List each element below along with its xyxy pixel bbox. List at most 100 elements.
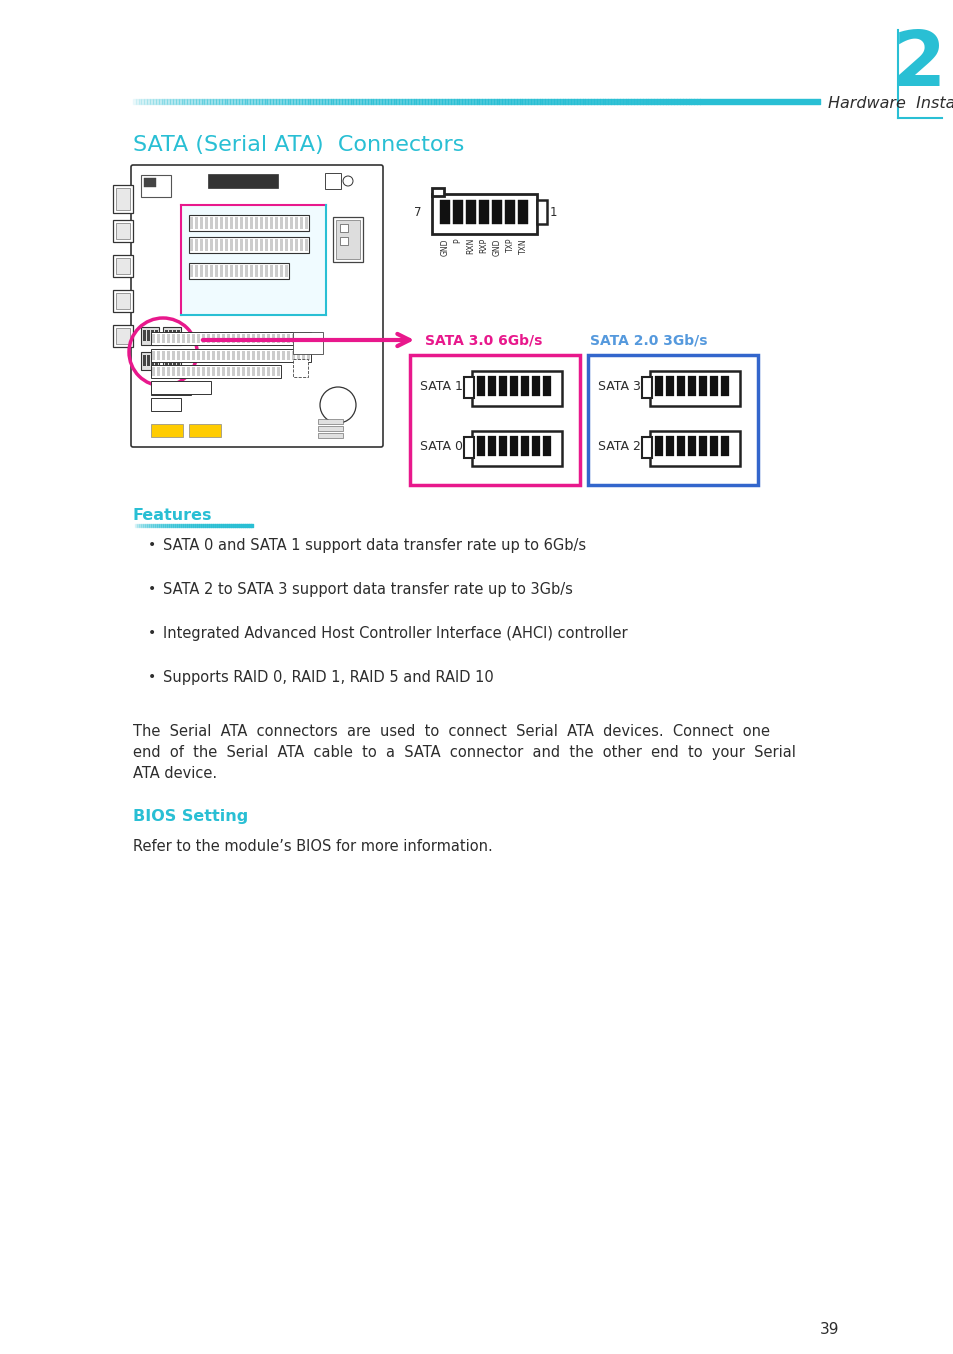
Bar [432, 194, 537, 234]
Bar [245, 217, 248, 229]
Text: Hardware  Installation: Hardware Installation [827, 96, 953, 111]
Bar [463, 437, 474, 458]
Bar [265, 217, 268, 229]
Bar [272, 334, 274, 343]
Bar [317, 418, 343, 424]
Bar [267, 351, 270, 360]
Bar [165, 330, 168, 341]
Bar [242, 367, 245, 376]
Bar [720, 376, 728, 395]
Bar [687, 436, 696, 456]
Bar [476, 376, 484, 395]
Bar [232, 367, 234, 376]
Bar [157, 385, 160, 393]
Bar [290, 217, 293, 229]
Text: The  Serial  ATA  connectors  are  used  to  connect  Serial  ATA  devices.  Con: The Serial ATA connectors are used to co… [132, 724, 769, 739]
Bar [210, 265, 213, 278]
Bar [709, 436, 718, 456]
Text: Supports RAID 0, RAID 1, RAID 5 and RAID 10: Supports RAID 0, RAID 1, RAID 5 and RAID… [163, 670, 494, 685]
Bar [270, 217, 273, 229]
Bar [262, 367, 265, 376]
Bar [254, 265, 257, 278]
Bar [172, 385, 174, 393]
Bar [242, 334, 245, 343]
Bar [169, 355, 172, 366]
Bar [270, 240, 273, 250]
Bar [194, 265, 198, 278]
Bar [252, 367, 254, 376]
Bar [410, 355, 579, 485]
Bar [112, 255, 132, 278]
Bar [112, 219, 132, 242]
Text: RXN: RXN [466, 238, 475, 255]
Bar [194, 240, 198, 250]
Bar [214, 217, 218, 229]
Bar [720, 436, 728, 456]
Bar [265, 265, 268, 278]
Bar [151, 355, 153, 366]
Text: SATA 2: SATA 2 [598, 440, 640, 454]
Bar [299, 217, 303, 229]
Bar [302, 351, 305, 360]
Bar [287, 334, 290, 343]
Bar [254, 240, 257, 250]
Bar [236, 367, 240, 376]
Bar [192, 334, 194, 343]
Bar [478, 200, 489, 223]
Bar [305, 217, 308, 229]
Bar [200, 240, 203, 250]
Bar [542, 376, 551, 395]
Bar [665, 376, 673, 395]
Bar [256, 334, 260, 343]
Text: SATA 2 to SATA 3 support data transfer rate up to 3Gb/s: SATA 2 to SATA 3 support data transfer r… [163, 582, 572, 597]
Bar [305, 240, 308, 250]
Text: Integrated Advanced Host Controller Interface (AHCI) controller: Integrated Advanced Host Controller Inte… [163, 626, 627, 640]
Bar [116, 259, 130, 274]
Bar [256, 367, 260, 376]
Bar [339, 223, 348, 232]
Bar [307, 334, 310, 343]
Bar [182, 367, 185, 376]
Bar [230, 217, 233, 229]
Bar [276, 367, 280, 376]
Bar [154, 355, 158, 366]
Bar [293, 359, 308, 376]
Bar [141, 352, 159, 370]
Bar [167, 367, 170, 376]
Bar [162, 351, 165, 360]
Bar [463, 376, 474, 398]
Bar [290, 240, 293, 250]
Bar [252, 351, 254, 360]
Text: P: P [453, 238, 462, 242]
Bar [282, 351, 285, 360]
Text: GND: GND [492, 238, 501, 256]
Bar [287, 351, 290, 360]
Bar [147, 355, 150, 366]
Bar [165, 355, 168, 366]
Bar [276, 334, 280, 343]
Bar [498, 436, 506, 456]
Bar [162, 385, 165, 393]
Bar [172, 351, 174, 360]
Bar [112, 185, 132, 213]
Text: BIOS Setting: BIOS Setting [132, 808, 248, 825]
Bar [214, 265, 218, 278]
Bar [147, 330, 150, 341]
Bar [151, 330, 153, 341]
Bar [335, 219, 359, 259]
Bar [225, 240, 228, 250]
Bar [214, 240, 218, 250]
Bar [222, 367, 225, 376]
Bar [144, 177, 156, 187]
Bar [196, 334, 200, 343]
Text: •: • [148, 670, 156, 684]
Bar [207, 334, 210, 343]
Bar [177, 385, 180, 393]
Bar [234, 265, 237, 278]
Bar [207, 351, 210, 360]
Bar [189, 237, 309, 253]
Bar [222, 351, 225, 360]
Bar [247, 334, 250, 343]
Bar [472, 431, 561, 466]
Bar [182, 385, 185, 393]
